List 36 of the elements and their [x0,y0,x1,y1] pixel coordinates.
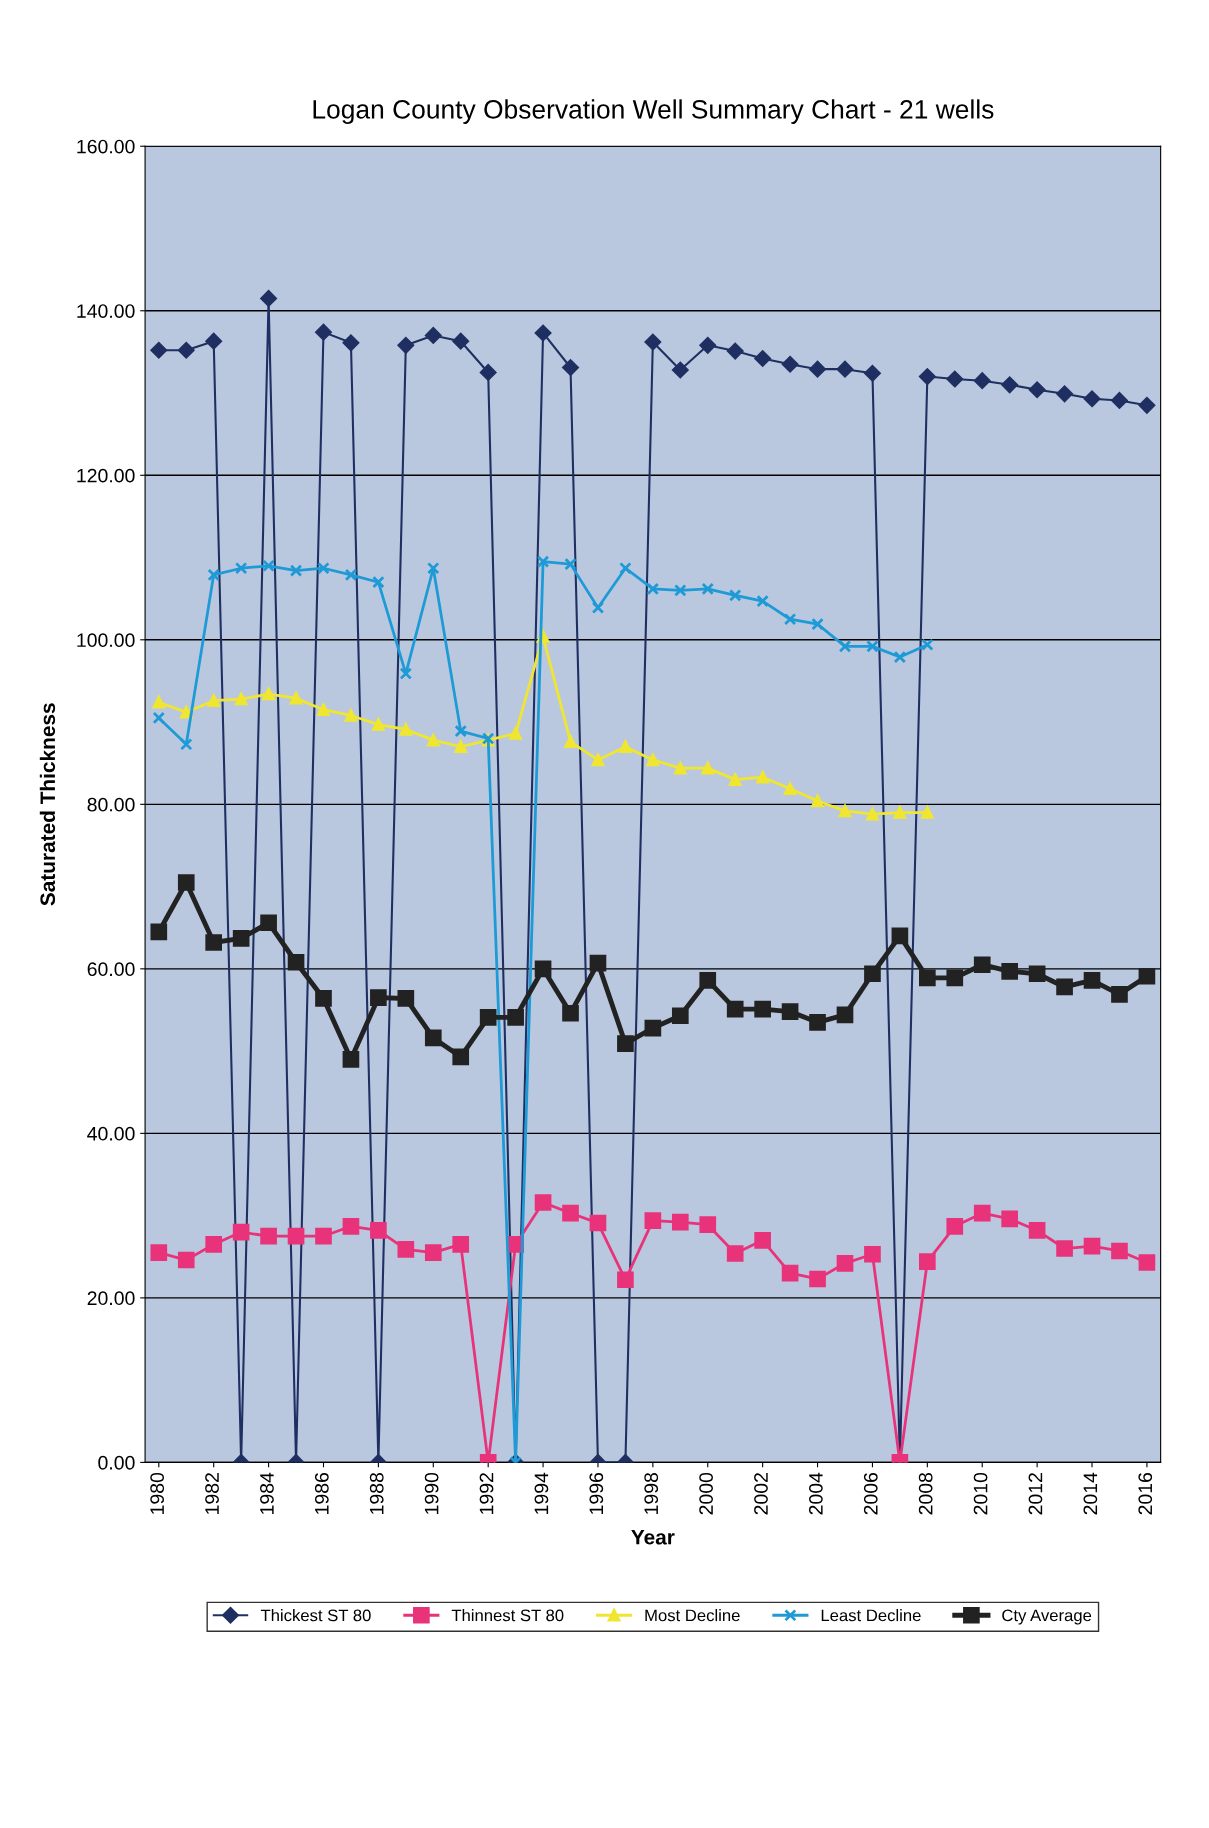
legend-label: Thinnest ST 80 [451,1609,564,1622]
x-tick-label: 2016 [1138,1472,1153,1515]
y-tick-label: 100.00 [77,633,135,648]
x-tick-label: 2002 [754,1473,768,1515]
x-tick-label: 1982 [205,1473,219,1514]
legend-label: Least Decline [821,1609,921,1622]
legend-label: Thickest ST 80 [260,1609,371,1622]
y-tick-label: 40.00 [87,1126,135,1141]
y-axis-title: Saturated Thickness [39,703,56,906]
x-tick-label: 1990 [424,1472,439,1514]
x-tick-label: 1984 [260,1472,274,1514]
y-tick-label: 80.00 [87,797,135,812]
chart-title: Logan County Observation Well Summary Chart - 21 wells [313,99,994,124]
x-tick-label: 1992 [479,1473,494,1514]
x-tick-label: 1980 [150,1472,165,1514]
x-tick-label: 2012 [1028,1473,1043,1515]
x-tick-label: 2010 [973,1472,988,1515]
x-tick-label: 1988 [369,1472,384,1514]
x-tick-label: 2004 [809,1472,823,1515]
x-tick-label: 2014 [1083,1472,1098,1515]
y-tick-label: 140.00 [77,304,135,318]
y-tick-label: 0.00 [98,1455,135,1470]
x-axis-title: Year [631,1530,675,1545]
x-tick-label: 1998 [644,1472,659,1514]
legend-label: Most Decline [645,1609,740,1622]
x-tick-label: 2000 [699,1472,713,1515]
x-tick-label: 1986 [314,1472,329,1514]
y-tick-label: 60.00 [87,962,135,977]
legend-label: Cty Average [1002,1609,1092,1625]
x-tick-label: 2008 [918,1472,933,1515]
y-tick-label: 160.00 [77,139,135,154]
x-tick-label: 2006 [863,1472,878,1515]
y-tick-label: 20.00 [87,1291,135,1306]
x-tick-label: 1994 [534,1472,549,1514]
y-tick-label: 120.00 [77,468,135,483]
x-tick-label: 1996 [589,1472,604,1514]
